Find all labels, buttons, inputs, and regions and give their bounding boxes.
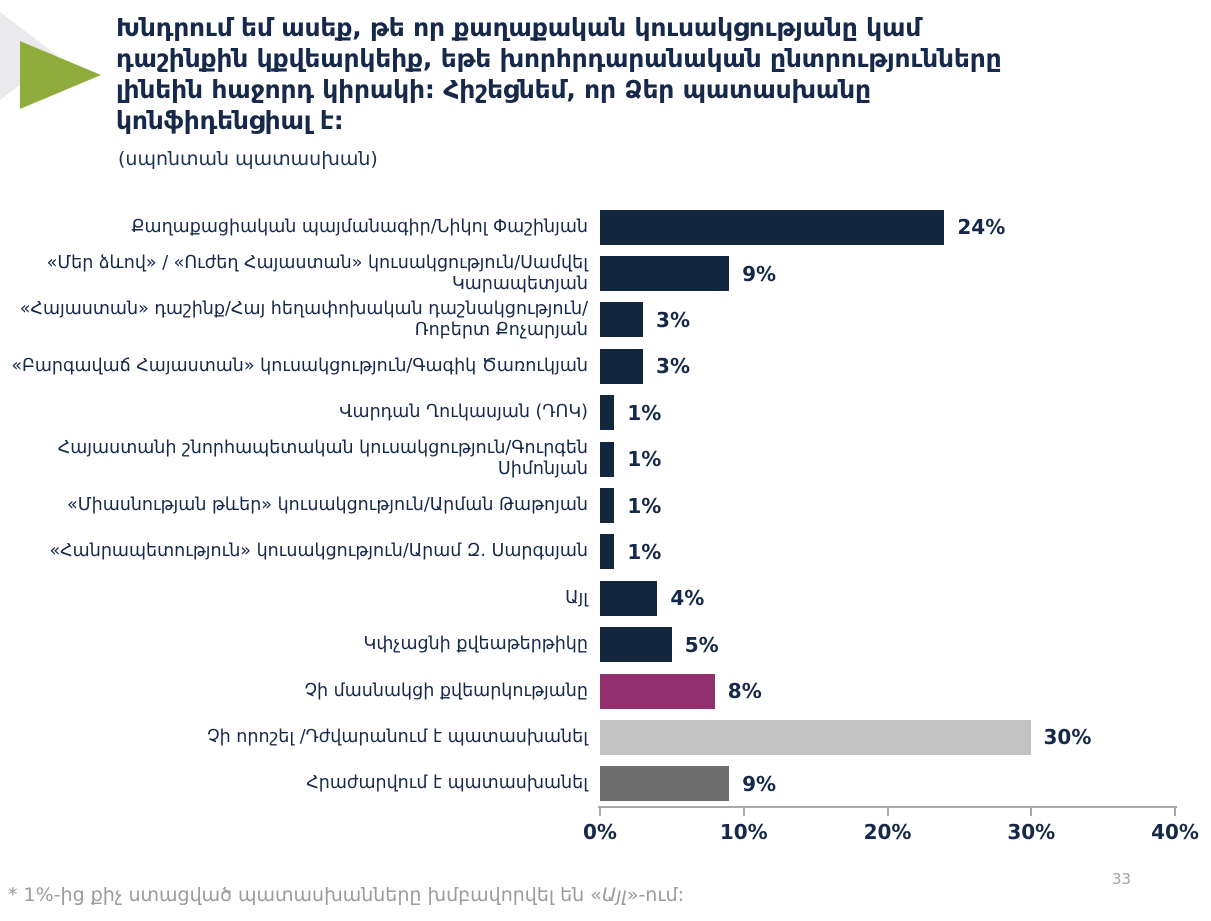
- bar: [600, 256, 730, 292]
- bar-value: 1%: [627, 493, 662, 518]
- footnote-text: »-ում:: [626, 884, 685, 906]
- bar-value: 1%: [627, 400, 662, 425]
- bar: [600, 441, 615, 477]
- bar-row: Հրաժարվում է պատասխանել 9%: [0, 761, 1174, 807]
- row-label: «Միասնության թևեր» կուսակցություն/Արման …: [67, 495, 588, 516]
- bar-cell: 8%: [600, 668, 1174, 714]
- page-title-line: դաշինքին կքվեարկեիք, եթե խորհրդարանական …: [116, 44, 1002, 73]
- bar-value: 1%: [627, 447, 662, 472]
- x-axis: 0% 10% 20% 30% 40%: [583, 806, 1199, 852]
- row-label: «Բարգավաճ Հայաստան» կուսակցություն/Գագիկ…: [11, 355, 588, 376]
- bar-value: 9%: [742, 261, 777, 286]
- bar-row: Չի որոշել /Դժվարանում է պատասխանել 30%: [0, 714, 1174, 760]
- x-tick-mark: [1030, 808, 1033, 816]
- row-label: Վարդան Ղուկասյան (ԴՈԿ): [339, 402, 588, 423]
- bar-cell: 1%: [600, 482, 1174, 528]
- x-tick-mark: [886, 808, 889, 816]
- bar-cell: 30%: [600, 714, 1174, 760]
- x-tick-label: 30%: [1007, 820, 1056, 844]
- page-subtitle: (սպոնտան պատասխան): [118, 148, 378, 170]
- bar-value: 9%: [742, 771, 777, 796]
- bar-value: 8%: [727, 679, 762, 704]
- bar-cell: 5%: [600, 622, 1174, 668]
- footnote-italic-text: Այլ: [601, 884, 627, 906]
- x-tick-label: 0%: [583, 820, 617, 844]
- bar: [600, 766, 730, 802]
- bar-value: 24%: [957, 215, 1006, 240]
- bar-rows: Քաղաքացիական պայմանագիր/Նիկոլ Փաշինյան 2…: [0, 204, 1174, 807]
- bar-value: 5%: [684, 632, 719, 657]
- bar-row: «Հանրապետություն» կուսակցություն/Արամ Զ.…: [0, 529, 1174, 575]
- bar: [600, 719, 1031, 755]
- bar-row: Չի մասնակցի քվեարկությանը 8%: [0, 668, 1174, 714]
- bar-row: «Միասնության թևեր» կուսակցություն/Արման …: [0, 482, 1174, 528]
- bar-cell: 3%: [600, 297, 1174, 343]
- bar-cell: 9%: [600, 250, 1174, 296]
- footnote-text: * 1%-ից քիչ ստացված պատասխանները խմբավոր…: [8, 884, 602, 906]
- x-tick-label: 20%: [863, 820, 912, 844]
- bar-row: Հայաստանի շնորհապետական կուսակցություն/Գ…: [0, 436, 1174, 482]
- bar-value: 1%: [627, 539, 662, 564]
- row-label: «Հանրապետություն» կուսակցություն/Արամ Զ.…: [49, 541, 588, 562]
- bar: [600, 534, 615, 570]
- bar-value: 30%: [1043, 725, 1092, 750]
- x-tick-label: 40%: [1151, 820, 1199, 844]
- page-title-line: Խնդրում եմ ասեք, թե որ քաղաքական կուսակց…: [116, 13, 922, 42]
- row-label: «Մեր ձևով» / «Ուժեղ Հայաստան» կուսակցութ…: [46, 252, 588, 294]
- bar-value: 3%: [656, 307, 691, 332]
- bar: [600, 348, 644, 384]
- bar-cell: 3%: [600, 343, 1174, 389]
- bar: [600, 673, 715, 709]
- row-label: Հայաստանի շնորհապետական կուսակցություն/Գ…: [57, 438, 588, 480]
- page-number: 33: [1112, 870, 1132, 888]
- bar-cell: 1%: [600, 436, 1174, 482]
- row-label: Չի որոշել /Դժվարանում է պատասխանել: [207, 726, 588, 747]
- page-title-line: կոնֆիդենցիալ է:: [116, 106, 344, 135]
- row-label: Այլ: [565, 587, 588, 608]
- bar: [600, 302, 644, 338]
- bar-row: «Մեր ձևով» / «Ուժեղ Հայաստան» կուսակցութ…: [0, 250, 1174, 296]
- x-tick-mark: [742, 808, 745, 816]
- bar-row: Վարդան Ղուկասյան (ԴՈԿ) 1%: [0, 390, 1174, 436]
- x-tick-label: 10%: [719, 820, 768, 844]
- row-label: «Հայաստան» դաշինք/Հայ հեղափոխական դաշնակ…: [19, 298, 588, 340]
- row-label: Քաղաքացիական պայմանագիր/Նիկոլ Փաշինյան: [131, 216, 588, 237]
- bar-row: Քաղաքացիական պայմանագիր/Նիկոլ Փաշինյան 2…: [0, 204, 1174, 250]
- bar-cell: 1%: [600, 529, 1174, 575]
- bar-row: «Հայաստան» դաշինք/Հայ հեղափոխական դաշնակ…: [0, 297, 1174, 343]
- bar-cell: 24%: [600, 204, 1174, 250]
- page-title: Խնդրում եմ ասեք, թե որ քաղաքական կուսակց…: [116, 12, 1196, 136]
- bar: [600, 627, 672, 663]
- bar-cell: 4%: [600, 575, 1174, 621]
- bar: [600, 580, 658, 616]
- bar-row: «Բարգավաճ Հայաստան» կուսակցություն/Գագիկ…: [0, 343, 1174, 389]
- bar: [600, 488, 615, 524]
- bar-value: 3%: [656, 354, 691, 379]
- footnote: * 1%-ից քիչ ստացված պատասխանները խմբավոր…: [8, 884, 684, 906]
- decor-triangle-green-icon: [20, 41, 101, 109]
- row-label: Հրաժարվում է պատասխանել: [306, 773, 588, 794]
- row-label: Կփչացնի քվեաթերթիկը: [363, 634, 588, 655]
- x-axis-line: [598, 806, 1177, 808]
- page-title-line: լինեին հաջորդ կիրակի: Հիշեցնեմ, որ Ձեր պ…: [116, 75, 871, 104]
- x-tick-mark: [1174, 808, 1176, 816]
- bar-cell: 9%: [600, 761, 1174, 807]
- row-label: Չի մասնակցի քվեարկությանը: [304, 680, 588, 701]
- bar: [600, 395, 615, 431]
- bar-row: Այլ 4%: [0, 575, 1174, 621]
- bar-row: Կփչացնի քվեաթերթիկը 5%: [0, 622, 1174, 668]
- bar-value: 4%: [670, 586, 705, 611]
- bar-cell: 1%: [600, 390, 1174, 436]
- x-tick-mark: [599, 808, 601, 816]
- bar: [600, 209, 945, 245]
- bar-chart: Քաղաքացիական պայմանագիր/Նիկոլ Փաշինյան 2…: [0, 204, 1174, 807]
